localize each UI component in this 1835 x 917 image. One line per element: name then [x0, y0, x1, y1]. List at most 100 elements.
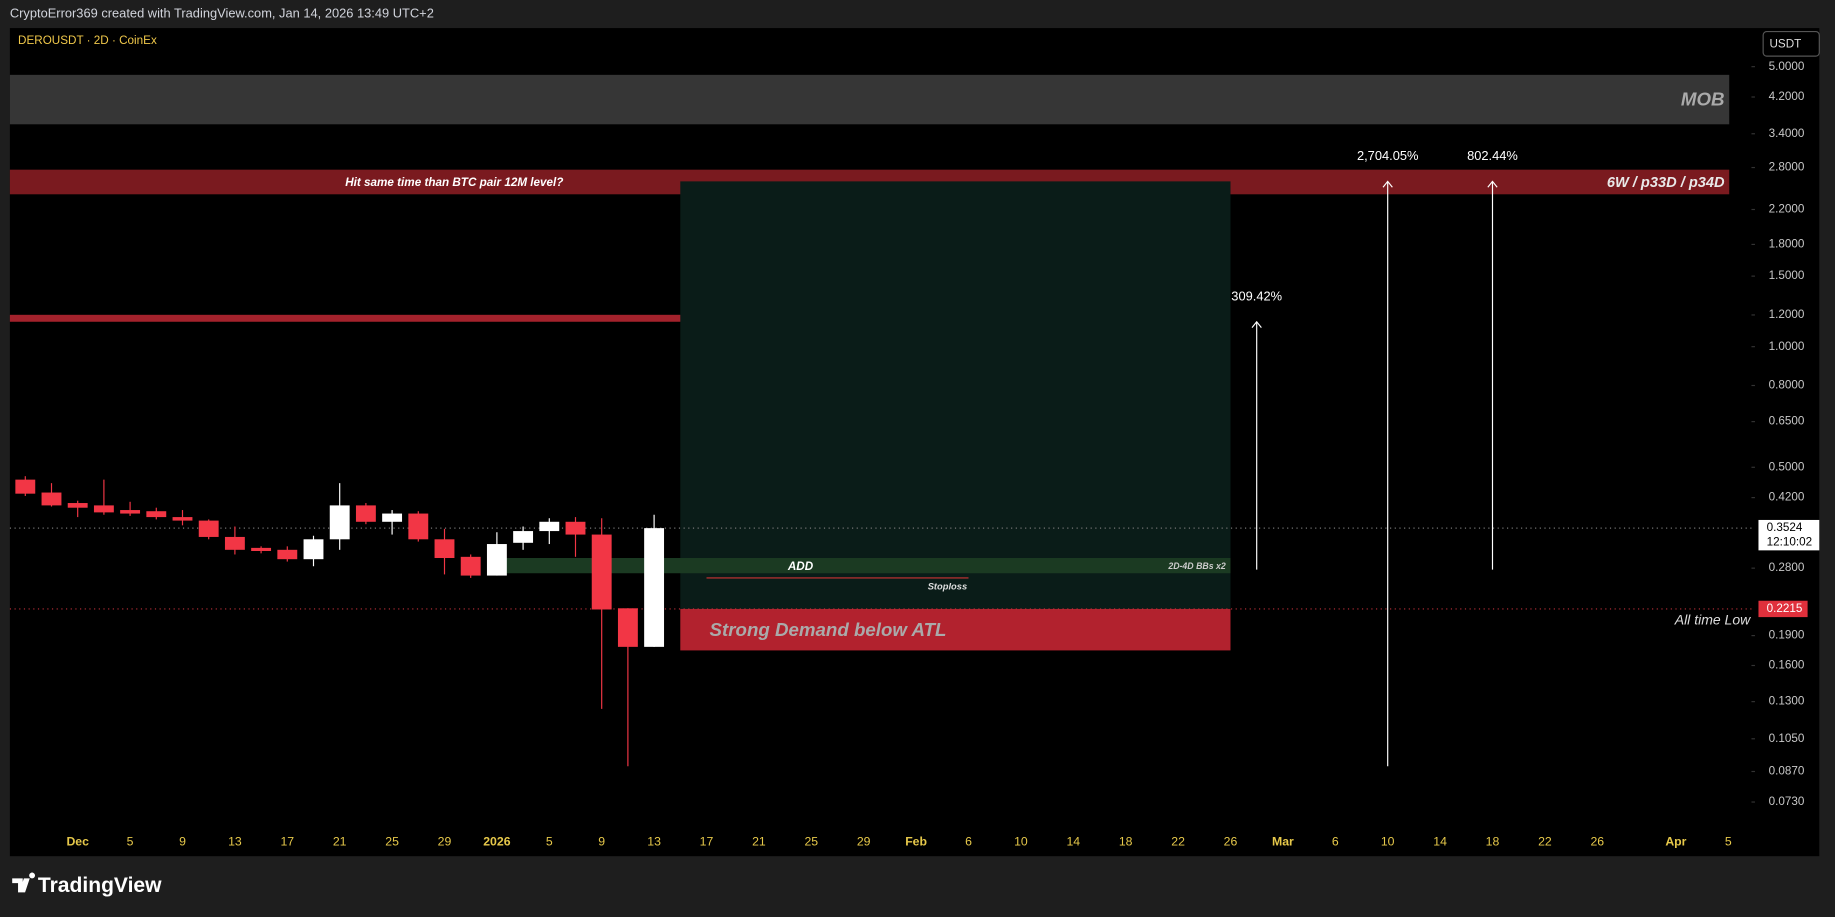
x-tick-label: 6: [1332, 834, 1339, 848]
last-price-tag: [1758, 519, 1820, 551]
x-tick-label: 14: [1066, 834, 1080, 848]
candle-body: [120, 510, 141, 514]
atl-value: 0.2215: [1767, 602, 1803, 615]
y-tick-label: 2.8000: [1769, 161, 1805, 174]
y-tick-label: 1.2000: [1769, 308, 1805, 321]
currency-box[interactable]: [1762, 30, 1820, 57]
x-tick-label: 25: [385, 834, 399, 848]
y-tick-label: 0.2800: [1769, 561, 1805, 574]
chart-title: DEROUSDT · 2D · CoinEx: [18, 34, 157, 47]
atl-tag: [1758, 600, 1808, 618]
logo-mark: [12, 872, 36, 893]
candle-body: [591, 534, 612, 610]
candle-body: [565, 521, 586, 535]
x-tick-label: Dec: [66, 834, 89, 848]
candle-body: [644, 528, 665, 647]
zone-label: 6W / p33D / p34D: [1607, 175, 1725, 191]
candle-body: [67, 503, 88, 508]
x-tick-label: 21: [752, 834, 766, 848]
x-tick-label: Mar: [1272, 834, 1294, 848]
last-price-value: 0.3524: [1767, 521, 1803, 534]
x-tick-label: Apr: [1665, 834, 1686, 848]
x-tick-label: 5: [1725, 834, 1732, 848]
x-tick-label: 13: [647, 834, 661, 848]
candle-body: [617, 608, 638, 647]
footer: TradingView: [38, 874, 162, 897]
zone-label: MOB: [1681, 89, 1725, 110]
candle-body: [15, 479, 36, 494]
x-tick-label: 22: [1171, 834, 1185, 848]
arrow-head: [1487, 180, 1498, 188]
y-tick-label: 0.8000: [1769, 379, 1805, 392]
y-tick-label: 3.4000: [1769, 127, 1805, 140]
x-tick-label: 2026: [483, 834, 510, 848]
x-tick-label: 17: [700, 834, 714, 848]
currency[interactable]: USDT: [1769, 38, 1801, 51]
candle-body: [355, 505, 376, 522]
zone-note: Hit same time than BTC pair 12M level?: [345, 176, 563, 189]
candle-body: [251, 547, 272, 551]
x-tick-label: 10: [1014, 834, 1028, 848]
candle-body: [93, 505, 114, 513]
plot: MOB 6W / p33D / p34D Hit same time than BT…: [9, 60, 1820, 848]
candle-body: [41, 492, 62, 506]
y-tick-label: 1.5000: [1769, 269, 1805, 282]
y-tick-label: 0.1050: [1769, 732, 1805, 745]
y-tick-label: 0.1900: [1769, 629, 1805, 642]
arrow-label: 802.44%: [1467, 148, 1518, 163]
x-tick-label: 13: [228, 834, 242, 848]
atl-label: All time Low: [1674, 611, 1751, 627]
x-tick-label: 5: [127, 834, 134, 848]
candle-body: [539, 521, 560, 532]
y-tick-label: 0.0870: [1769, 765, 1805, 778]
x-tick-label: 5: [546, 834, 553, 848]
x-tick-label: 26: [1224, 834, 1238, 848]
x-tick-label: 29: [438, 834, 452, 848]
x-tick-label: 14: [1433, 834, 1447, 848]
candle-body: [303, 539, 324, 560]
logo: TradingView: [12, 872, 162, 897]
x-tick-label: Feb: [905, 834, 927, 848]
x-tick-label: 22: [1538, 834, 1552, 848]
y-tick-label: 2.2000: [1769, 203, 1805, 216]
zone: [680, 181, 1231, 609]
candle-body: [329, 505, 350, 540]
y-tick-label: 0.4200: [1769, 491, 1805, 504]
arrow-label: 309.42%: [1231, 289, 1282, 304]
stoploss-label: Stoploss: [928, 582, 967, 592]
y-tick-label: 1.0000: [1769, 340, 1805, 353]
y-tick-label: 0.5000: [1769, 460, 1805, 473]
x-tick-label: 17: [280, 834, 294, 848]
candle-body: [172, 517, 193, 521]
zone: [680, 608, 1231, 651]
arrow-head: [1251, 320, 1262, 328]
x-tick-label: 6: [965, 834, 972, 848]
y-tick-label: 0.1300: [1769, 695, 1805, 708]
x-tick-label: 9: [598, 834, 605, 848]
x-tick-label: 26: [1590, 834, 1604, 848]
zone: [9, 314, 1231, 322]
candle-body: [198, 520, 219, 537]
x-tick-label: 29: [857, 834, 871, 848]
arrow-head: [1382, 180, 1393, 188]
x-tick-label: 21: [333, 834, 347, 848]
y-tick-label: 1.8000: [1769, 238, 1805, 251]
zone-label: Strong Demand below ATL: [710, 619, 947, 640]
y-tick-label: 0.6500: [1769, 415, 1805, 428]
candle-body: [486, 544, 507, 576]
y-tick-label: 0.0730: [1769, 795, 1805, 808]
candle-body: [224, 536, 245, 550]
candle-body: [277, 549, 298, 560]
zone: [496, 558, 1231, 574]
x-tick-label: 25: [804, 834, 818, 848]
zone-note: ADD: [787, 560, 814, 573]
x-tick-label: 18: [1486, 834, 1500, 848]
candle-body: [513, 531, 534, 543]
countdown: 12:10:02: [1767, 535, 1813, 548]
y-tick-label: 4.2000: [1769, 90, 1805, 103]
arrow-label: 2,704.05%: [1357, 148, 1419, 163]
zone-label: 2D-4D BBs x2: [1167, 561, 1226, 571]
candle-body: [146, 511, 167, 518]
